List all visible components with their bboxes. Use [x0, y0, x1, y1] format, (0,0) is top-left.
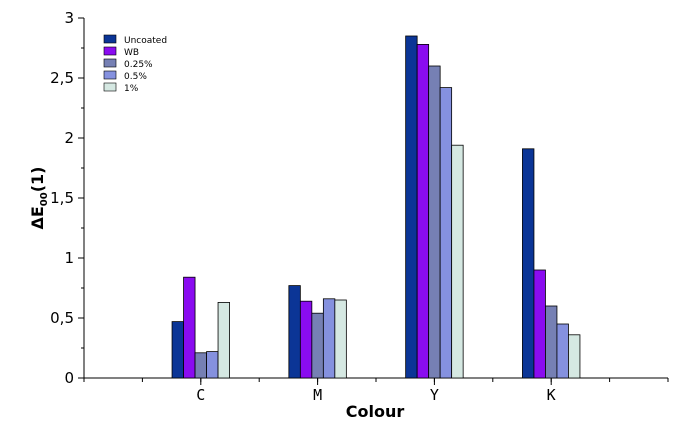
bar-m-3 [322, 298, 336, 379]
bar-y-2 [428, 65, 441, 379]
legend-label: Uncoated [124, 36, 167, 46]
legend-swatch [103, 70, 117, 80]
x-tick-label: K [547, 386, 556, 404]
y-axis-title: ΔE00(1) [28, 167, 50, 230]
bar-m-0 [288, 285, 301, 379]
y-axis: 0 0,5 1 1,5 2 2,5 3 [50, 9, 85, 387]
bar-k-3 [556, 323, 569, 379]
y-tick-label: 0,5 [50, 309, 74, 327]
bar-k-0 [522, 148, 535, 379]
bar-m-1 [299, 300, 313, 379]
y-axis-title-suffix: (1) [28, 167, 47, 193]
y-tick-label: 1 [64, 249, 74, 267]
bar-c-4 [217, 301, 230, 379]
y-tick-label: 1,5 [50, 189, 74, 207]
bar-k-2 [545, 305, 558, 379]
svg-text:ΔE00(1): ΔE00(1) [28, 167, 50, 230]
y-tick-label: 0 [64, 369, 74, 387]
bar-c-3 [206, 351, 219, 379]
x-tick-label: M [313, 386, 322, 404]
legend-swatch [103, 34, 117, 44]
legend-swatch [103, 82, 117, 92]
bars [171, 35, 581, 379]
y-axis-title-subscript: 00 [39, 192, 50, 206]
y-axis-title-main: ΔE [28, 206, 47, 229]
bar-y-3 [439, 87, 453, 379]
legend-label: 0.5% [124, 72, 147, 82]
bar-k-4 [568, 334, 581, 379]
bar-k-1 [533, 269, 546, 379]
legend-label: WB [124, 48, 139, 58]
bar-m-4 [334, 299, 347, 379]
bar-y-0 [405, 35, 418, 379]
legend-label: 0.25% [124, 60, 153, 70]
bar-c-1 [183, 276, 196, 379]
bar-c-2 [194, 352, 207, 379]
legend-label: 1% [124, 84, 139, 94]
x-axis-title: Colour [346, 402, 405, 421]
legend: Uncoated WB 0.25% 0.5% 1% [103, 34, 167, 94]
x-tick-label: Y [430, 386, 439, 404]
y-tick-label: 3 [64, 9, 74, 27]
legend-swatch [103, 46, 117, 56]
bar-c-0 [171, 321, 184, 379]
legend-swatch [103, 58, 117, 68]
bar-y-4 [451, 144, 464, 379]
bar-m-2 [311, 312, 324, 379]
bar-y-1 [416, 44, 430, 379]
x-tick-label: C [196, 386, 205, 404]
y-tick-label: 2 [64, 129, 74, 147]
y-tick-label: 2,5 [50, 69, 74, 87]
